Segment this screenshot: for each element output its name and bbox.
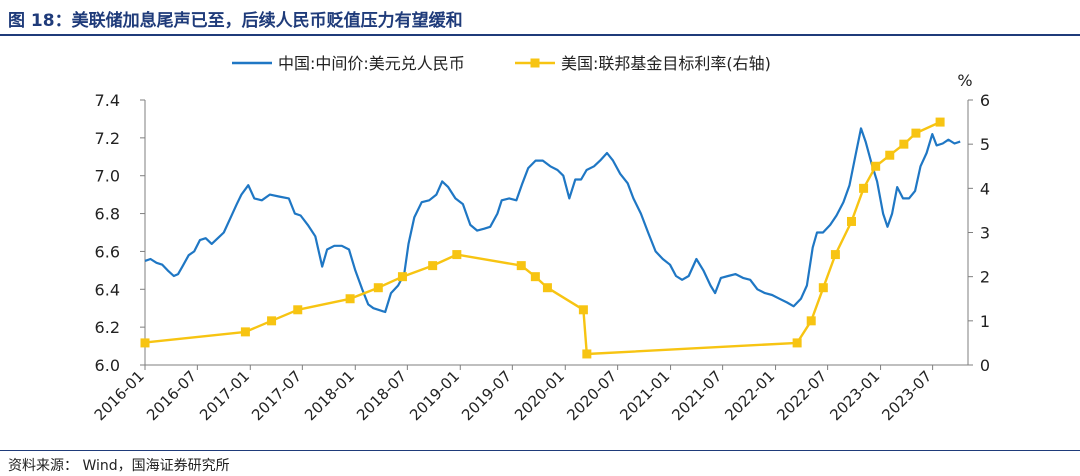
x-tick-label: 2022-01 xyxy=(721,367,778,424)
right-tick-label: 5 xyxy=(980,135,990,154)
x-tick-label: 2016-07 xyxy=(143,367,200,424)
x-tick-label: 2021-07 xyxy=(668,367,725,424)
right-tick-label: 2 xyxy=(980,268,990,287)
fed-rate-point xyxy=(582,349,592,359)
x-tick-label: 2017-01 xyxy=(196,367,253,424)
fed-rate-point xyxy=(818,283,828,293)
title-bar: 图 18：美联储加息尾声已至，后续人民币贬值压力有望缓和 xyxy=(0,0,1080,36)
x-tick-label: 2020-01 xyxy=(511,367,568,424)
left-y-axis: 6.0 6.2 6.4 6.6 6.8 7.0 7.2 7.4 xyxy=(95,91,146,375)
right-tick-label: 0 xyxy=(980,356,990,375)
x-tick-label: 2017-07 xyxy=(248,367,305,424)
x-tick-label: 2023-01 xyxy=(826,367,883,424)
x-axis: 2016-012016-072017-012017-072018-012018-… xyxy=(91,364,968,424)
legend-label: 美国:联邦基金目标利率(右轴) xyxy=(561,54,771,73)
source-note: 资料来源： Wind，国海证券研究所 xyxy=(8,458,230,474)
fed-rate-line xyxy=(140,121,941,356)
x-tick-label: 2021-01 xyxy=(616,367,673,424)
fed-rate-point xyxy=(885,150,895,160)
left-tick-label: 6.2 xyxy=(95,318,120,337)
series-layer xyxy=(140,117,961,359)
right-tick-label: 1 xyxy=(980,312,990,331)
x-tick-label: 2018-01 xyxy=(301,367,358,424)
fed-rate-point xyxy=(293,305,303,315)
fed-rate-point xyxy=(530,272,540,282)
x-tick-label: 2020-07 xyxy=(563,367,620,424)
left-tick-label: 6.6 xyxy=(95,242,120,261)
fed-rate-point xyxy=(806,316,816,326)
fed-rate-point xyxy=(542,283,552,293)
fed-rate-point xyxy=(871,161,881,171)
fed-rate-point xyxy=(578,305,588,315)
left-tick-label: 6.0 xyxy=(95,356,120,375)
right-y-axis: 0 1 2 3 4 5 6% xyxy=(957,71,990,375)
fed-rate-point xyxy=(899,139,909,149)
fed-rate-point xyxy=(516,261,526,271)
fed-rate-point xyxy=(846,216,856,226)
fed-rate-point xyxy=(345,294,355,304)
fed-rate-point xyxy=(911,128,921,138)
x-tick-label: 2023-07 xyxy=(878,367,935,424)
left-tick-label: 6.8 xyxy=(95,205,120,224)
left-tick-label: 7.0 xyxy=(95,167,120,186)
usdcny-line xyxy=(144,127,961,314)
right-tick-label: 3 xyxy=(980,224,990,243)
figure-title: 图 18：美联储加息尾声已至，后续人民币贬值压力有望缓和 xyxy=(8,11,463,31)
legend-marker xyxy=(530,58,540,68)
fed-rate-point xyxy=(792,338,802,348)
fed-rate-point xyxy=(240,327,250,337)
chart-area: 中国:中间价:美元兑人民币 美国:联邦基金目标利率(右轴) 6.0 6.2 6.4 6.… xyxy=(0,36,1080,450)
fed-rate-point xyxy=(397,272,407,282)
left-tick-label: 7.4 xyxy=(95,91,120,110)
exchange-rate-vs-fed-rate-chart: 中国:中间价:美元兑人民币 美国:联邦基金目标利率(右轴) 6.06.26.46.… xyxy=(91,54,990,424)
x-tick-label: 2016-01 xyxy=(91,367,148,424)
fed-rate-point xyxy=(140,338,150,348)
left-tick-label: 7.2 xyxy=(95,129,120,148)
left-tick-label: 6.4 xyxy=(95,280,120,299)
fed-rate-point xyxy=(428,261,438,271)
legend-label: 中国:中间价:美元兑人民币 xyxy=(278,54,465,73)
fed-rate-point xyxy=(267,316,277,326)
right-axis-unit: % xyxy=(957,71,972,90)
x-tick-label: 2018-07 xyxy=(353,367,410,424)
source-bar: 资料来源： Wind，国海证券研究所 xyxy=(0,450,1080,476)
fed-rate-point xyxy=(830,250,840,260)
x-tick-label: 2022-07 xyxy=(773,367,830,424)
fed-rate-point xyxy=(859,183,869,193)
right-tick-label: 6 xyxy=(980,91,990,110)
fed-rate-point xyxy=(935,117,945,127)
x-tick-label: 2019-07 xyxy=(458,367,515,424)
fed-rate-point xyxy=(452,250,462,260)
right-tick-label: 4 xyxy=(980,179,990,198)
legend: 中国:中间价:美元兑人民币 美国:联邦基金目标利率(右轴) xyxy=(232,54,771,73)
x-tick-label: 2019-01 xyxy=(406,367,463,424)
fed-rate-point xyxy=(373,283,383,293)
